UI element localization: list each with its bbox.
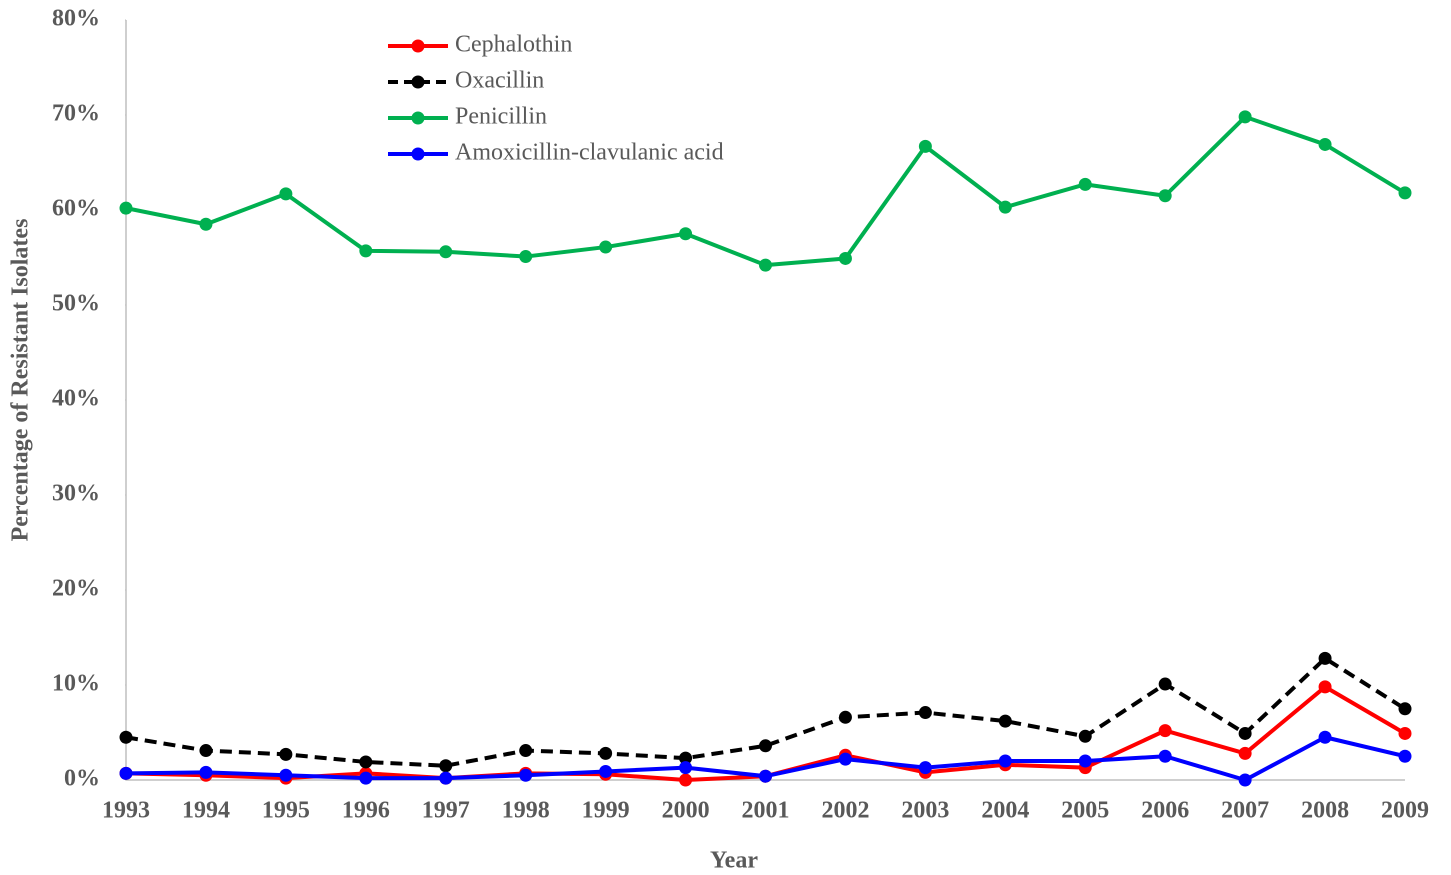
data-point — [1158, 749, 1172, 763]
data-point — [119, 201, 133, 215]
data-point — [679, 751, 693, 765]
data-point — [1238, 773, 1252, 787]
legend-label: Cephalothin — [455, 32, 572, 58]
x-tick-label: 1999 — [582, 798, 630, 824]
data-point — [1078, 754, 1092, 768]
x-tick-label: 2005 — [1061, 798, 1109, 824]
data-point — [279, 768, 293, 782]
data-point — [1398, 702, 1412, 716]
data-point — [679, 761, 693, 775]
data-point — [199, 744, 213, 758]
data-point — [279, 187, 293, 201]
data-point — [1318, 651, 1332, 665]
data-point — [838, 251, 852, 265]
x-tick-label: 1998 — [502, 798, 550, 824]
x-tick-label: 2002 — [821, 798, 869, 824]
data-point — [759, 739, 772, 753]
data-point — [439, 771, 453, 785]
legend-label: Oxacillin — [455, 68, 544, 94]
legend-marker — [411, 111, 425, 125]
data-point — [998, 200, 1012, 214]
data-point — [519, 768, 533, 782]
y-tick-label: 40% — [52, 386, 100, 412]
data-point — [519, 744, 533, 758]
data-point — [1158, 189, 1172, 203]
data-point — [679, 773, 693, 787]
y-tick-label: 50% — [52, 291, 100, 317]
x-tick-label: 1995 — [262, 798, 310, 824]
x-tick-label: 1997 — [422, 798, 470, 824]
data-point — [359, 771, 373, 785]
data-point — [359, 244, 373, 258]
data-point — [998, 714, 1012, 728]
data-point — [1238, 726, 1252, 740]
y-tick-label: 20% — [52, 576, 100, 602]
x-tick-label: 2000 — [662, 798, 710, 824]
data-point — [759, 258, 772, 272]
series-line — [125, 114, 1407, 268]
x-tick-label: 1994 — [182, 798, 230, 824]
data-point — [119, 766, 133, 780]
data-point — [838, 752, 852, 766]
series-line — [125, 656, 1407, 768]
data-point — [599, 746, 613, 760]
y-tick-label: 70% — [52, 101, 100, 127]
data-point — [759, 769, 772, 783]
x-tick-label: 2009 — [1381, 798, 1429, 824]
data-point — [359, 755, 373, 769]
data-point — [1318, 730, 1332, 744]
data-point — [199, 217, 213, 231]
x-tick-label: 2003 — [901, 798, 949, 824]
legend-marker — [411, 147, 425, 161]
series-line — [125, 684, 1407, 782]
data-point — [119, 730, 133, 744]
y-axis-title: Percentage of Resistant Isolates — [8, 219, 34, 542]
y-tick-label: 10% — [52, 671, 100, 697]
x-tick-label: 2006 — [1141, 798, 1189, 824]
data-point — [1398, 749, 1412, 763]
x-tick-label: 2004 — [981, 798, 1029, 824]
x-tick-label: 2001 — [742, 798, 790, 824]
x-axis-title: Year — [710, 848, 758, 874]
data-point — [918, 761, 932, 775]
y-tick-label: 60% — [52, 196, 100, 222]
data-point — [1078, 729, 1092, 743]
legend-marker — [411, 75, 425, 89]
data-point — [199, 765, 213, 779]
data-point — [599, 240, 613, 254]
data-point — [439, 759, 453, 773]
data-point — [1398, 726, 1412, 740]
x-tick-label: 2008 — [1301, 798, 1349, 824]
x-tick-label: 2007 — [1221, 798, 1269, 824]
data-point — [439, 245, 453, 259]
data-point — [1238, 110, 1252, 124]
data-point — [1078, 177, 1092, 191]
data-point — [1158, 724, 1172, 738]
data-point — [838, 710, 852, 724]
data-point — [679, 227, 693, 241]
data-point — [279, 747, 293, 761]
data-point — [998, 754, 1012, 768]
data-point — [918, 706, 932, 720]
data-point — [1238, 746, 1252, 760]
data-point — [1318, 137, 1332, 151]
legend-label: Penicillin — [455, 104, 547, 130]
data-point — [1158, 677, 1172, 691]
legend-label: Amoxicillin-clavulanic acid — [455, 140, 724, 166]
data-point — [519, 250, 533, 264]
data-point — [599, 764, 613, 778]
legend-marker — [411, 39, 425, 53]
data-point — [1318, 680, 1332, 694]
x-tick-label: 1993 — [102, 798, 150, 824]
data-point — [1398, 186, 1412, 200]
y-tick-label: 0% — [64, 766, 100, 792]
y-tick-label: 80% — [52, 6, 100, 32]
data-point — [918, 139, 932, 153]
y-tick-label: 30% — [52, 481, 100, 507]
x-tick-label: 1996 — [342, 798, 390, 824]
